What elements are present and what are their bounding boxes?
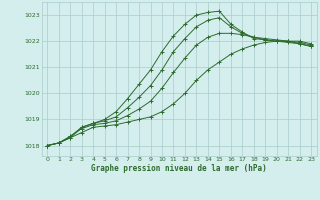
X-axis label: Graphe pression niveau de la mer (hPa): Graphe pression niveau de la mer (hPa) xyxy=(91,164,267,173)
